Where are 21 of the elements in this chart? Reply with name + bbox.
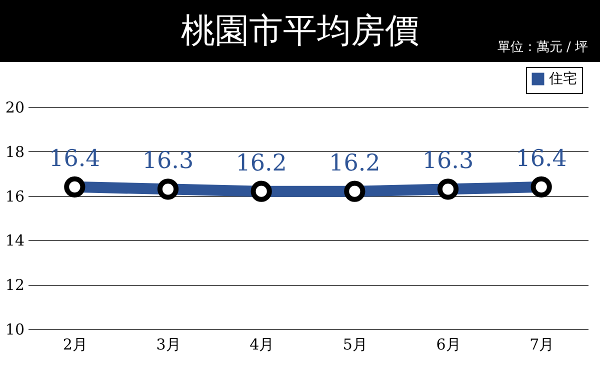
- chart-title: 桃園市平均房價: [181, 11, 419, 51]
- y-tick-label: 12: [5, 276, 24, 294]
- x-tick-label: 4月: [250, 336, 274, 354]
- x-tick-label: 7月: [530, 336, 554, 354]
- data-label: 16.4: [516, 146, 567, 172]
- x-tick-label: 5月: [342, 336, 368, 354]
- data-label: 16.2: [236, 150, 287, 176]
- data-label: 16.3: [142, 148, 194, 174]
- y-tick-label: 16: [5, 187, 24, 206]
- y-tick-label: 10: [5, 320, 24, 338]
- data-label: 16.3: [422, 148, 474, 174]
- x-tick-label: 2月: [62, 336, 88, 354]
- y-tick-label: 14: [5, 232, 24, 250]
- x-tick-label: 3月: [156, 336, 181, 354]
- chart-subtitle: 單位：萬元 / 坪: [497, 39, 588, 56]
- data-label: 16.4: [49, 146, 100, 172]
- data-label: 16.2: [329, 150, 380, 176]
- y-tick-label: 20: [5, 98, 24, 116]
- y-tick-label: 18: [5, 142, 24, 161]
- legend-label: 住宅: [548, 71, 577, 87]
- x-tick-label: 6月: [436, 336, 461, 354]
